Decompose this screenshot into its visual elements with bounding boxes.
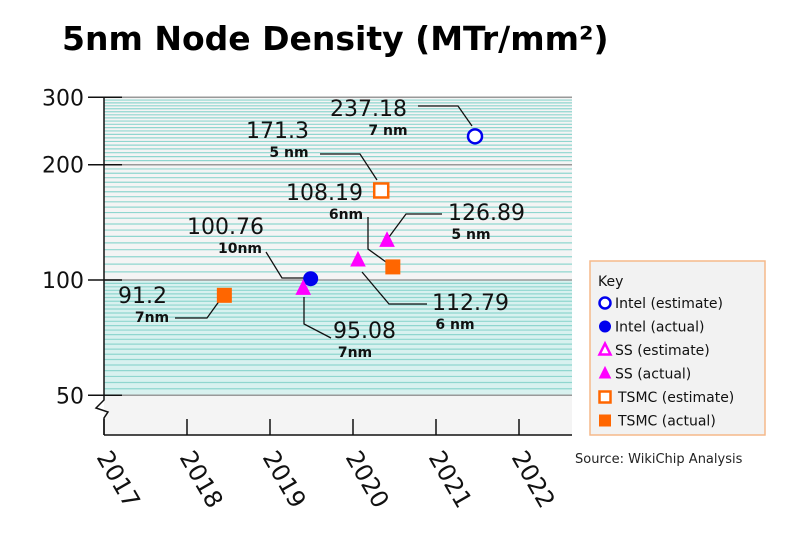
- value-label: 171.3: [246, 119, 309, 144]
- legend-label: SS (estimate): [615, 343, 710, 359]
- marker-triangle: [295, 279, 312, 295]
- node-label: 6 nm: [435, 317, 474, 333]
- legend-box: [589, 260, 766, 436]
- leader-line: [175, 299, 221, 319]
- node-label: 7 nm: [368, 123, 407, 139]
- marker-triangle: [598, 365, 612, 379]
- legend-item: SS (actual): [598, 365, 691, 383]
- marker-triangle: [379, 231, 395, 247]
- node-label: 7nm: [135, 310, 169, 326]
- leader-line: [265, 251, 305, 279]
- value-label: 237.18: [330, 97, 407, 122]
- source-note: Source: WikiChip Analysis: [575, 452, 743, 467]
- marker-square: [216, 287, 232, 303]
- legend: Key Intel (estimate) Intel (actual) SS (est…: [589, 260, 766, 436]
- leader-line: [303, 297, 332, 339]
- data-point: 171.35 nm: [246, 119, 390, 199]
- legend-item: TSMC (actual): [599, 414, 716, 430]
- marker-circle: [598, 296, 612, 310]
- marker-circle: [303, 271, 319, 287]
- legend-label: Intel (estimate): [615, 296, 723, 312]
- leader-line: [361, 271, 427, 305]
- node-label: 5 nm: [269, 145, 308, 161]
- chart-title: 5nm Node Density (MTr/mm²): [62, 19, 609, 58]
- value-label: 108.19: [286, 181, 363, 206]
- value-label: 112.79: [432, 291, 509, 316]
- marker-triangle: [350, 250, 366, 267]
- node-label: 7nm: [338, 345, 372, 361]
- x-tick-label: 2021: [423, 446, 478, 513]
- x-tick-label: 2022: [506, 446, 561, 513]
- data-point: 112.796 nm: [350, 250, 509, 333]
- node-label: 5 nm: [451, 227, 490, 243]
- leader-line: [320, 153, 378, 181]
- marker-square: [372, 182, 390, 199]
- marker-triangle: [597, 340, 613, 356]
- leader-line: [418, 105, 473, 127]
- y-tick-label: 200: [42, 154, 84, 179]
- leader-line: [367, 217, 387, 263]
- legend-item: TSMC (estimate): [598, 390, 734, 406]
- marker-square: [385, 259, 401, 275]
- plot-area: 300 200 100 50 2017 2018 2019 2020 2021 2022 237.1…: [42, 86, 572, 513]
- legend-item: SS (estimate): [597, 340, 710, 359]
- legend-item: Intel (actual): [599, 320, 704, 336]
- x-tick-label: 2018: [174, 446, 229, 513]
- legend-item: Intel (estimate): [598, 296, 723, 312]
- node-label: 10nm: [218, 241, 262, 257]
- value-label: 91.2: [118, 284, 167, 309]
- legend-label: Intel (actual): [615, 320, 704, 336]
- legend-label: TSMC (estimate): [617, 390, 734, 406]
- leader-line: [388, 213, 442, 238]
- x-tick-label: 2019: [257, 446, 312, 513]
- x-tick-label: 2017: [91, 446, 146, 513]
- data-point: 237.187 nm: [330, 97, 484, 145]
- marker-circle: [466, 128, 484, 145]
- marker-circle: [599, 320, 611, 333]
- legend-label: SS (actual): [615, 367, 691, 383]
- marker-square: [598, 390, 612, 404]
- node-label: 6nm: [329, 207, 363, 223]
- marker-square: [599, 414, 611, 427]
- value-label: 100.76: [187, 215, 264, 240]
- value-label: 95.08: [333, 319, 396, 344]
- x-tick-label: 2020: [340, 446, 395, 513]
- value-label: 126.89: [448, 201, 525, 226]
- data-point: 126.895 nm: [379, 201, 525, 247]
- y-tick-label: 300: [42, 86, 84, 111]
- legend-label: TSMC (actual): [617, 414, 716, 430]
- y-tick-label: 100: [42, 269, 84, 294]
- y-tick-label: 50: [56, 384, 84, 409]
- legend-title: Key: [598, 274, 623, 290]
